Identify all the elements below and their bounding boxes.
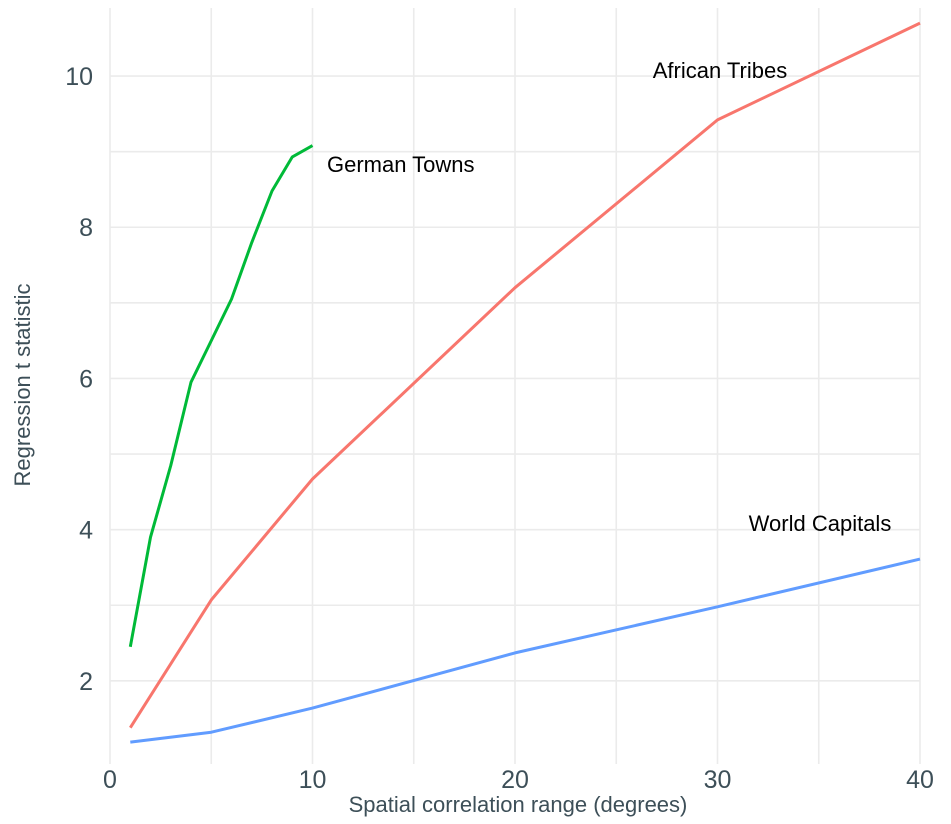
x-axis-title: Spatial correlation range (degrees) bbox=[349, 792, 688, 817]
x-tick-labels: 0 10 20 30 40 bbox=[103, 766, 934, 794]
y-tick-label: 4 bbox=[79, 517, 93, 545]
x-tick-label: 0 bbox=[103, 766, 117, 794]
y-axis-title: Regression t statistic bbox=[10, 284, 35, 487]
y-tick-labels: 2 4 6 8 10 bbox=[65, 63, 93, 696]
series-line-world-capitals bbox=[130, 557, 921, 744]
series-label-african-tribes: African Tribes bbox=[653, 58, 788, 83]
y-tick-label: 6 bbox=[79, 365, 93, 393]
y-tick-label: 8 bbox=[79, 214, 93, 242]
gridlines bbox=[109, 8, 921, 764]
x-tick-label: 10 bbox=[299, 766, 327, 794]
x-tick-label: 20 bbox=[501, 766, 529, 794]
series-lines bbox=[128, 21, 921, 744]
series-line-german-towns bbox=[128, 144, 314, 648]
series-label-world-capitals: World Capitals bbox=[749, 511, 892, 536]
x-tick-label: 30 bbox=[704, 766, 732, 794]
y-tick-label: 10 bbox=[65, 63, 93, 91]
series-labels: German Towns African Tribes World Capita… bbox=[327, 58, 891, 536]
series-label-german-towns: German Towns bbox=[327, 152, 475, 177]
x-tick-label: 40 bbox=[906, 766, 934, 794]
y-tick-label: 2 bbox=[79, 668, 93, 696]
series-line-african-tribes bbox=[129, 21, 921, 729]
